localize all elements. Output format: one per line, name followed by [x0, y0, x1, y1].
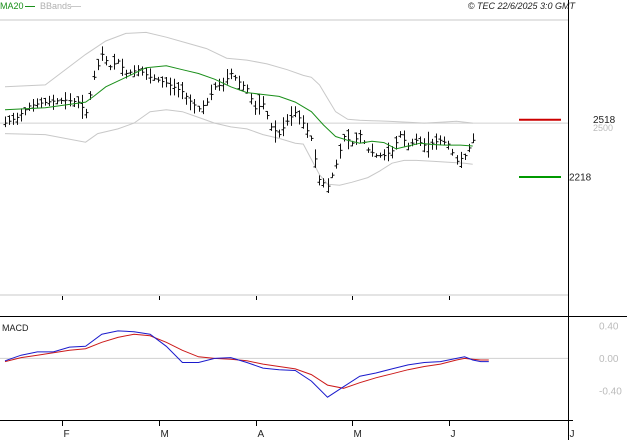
- month-label: F: [64, 429, 70, 440]
- month-label: M: [161, 429, 169, 440]
- copyright-timestamp: © TEC 22/6/2025 3:0 GMT: [467, 1, 575, 11]
- macd-tick-label: 0.40: [599, 322, 619, 333]
- resistance-label: 2518: [593, 115, 616, 126]
- ma20-line: [4, 65, 473, 150]
- support-label: 2218: [569, 172, 592, 183]
- bband-upper-line: [4, 31, 473, 124]
- macd-title: MACD: [2, 323, 29, 333]
- legend-ma20-label: MA20: [0, 1, 24, 11]
- legend-ma20-swatch: [25, 6, 35, 7]
- legend-bbands-swatch: [71, 6, 81, 7]
- macd-line: [4, 330, 489, 398]
- macd-signal-line: [4, 333, 489, 389]
- bband-lower-line: [4, 109, 473, 186]
- month-label: M: [354, 429, 362, 440]
- month-label: J: [570, 429, 575, 440]
- price-tick-label: 2500: [593, 123, 613, 133]
- month-label: A: [258, 429, 265, 440]
- macd-tick-label: 0.00: [599, 354, 619, 365]
- legend-bbands-label: BBands: [40, 1, 72, 11]
- month-label: J: [451, 429, 456, 440]
- macd-tick-label: -0.40: [599, 386, 622, 397]
